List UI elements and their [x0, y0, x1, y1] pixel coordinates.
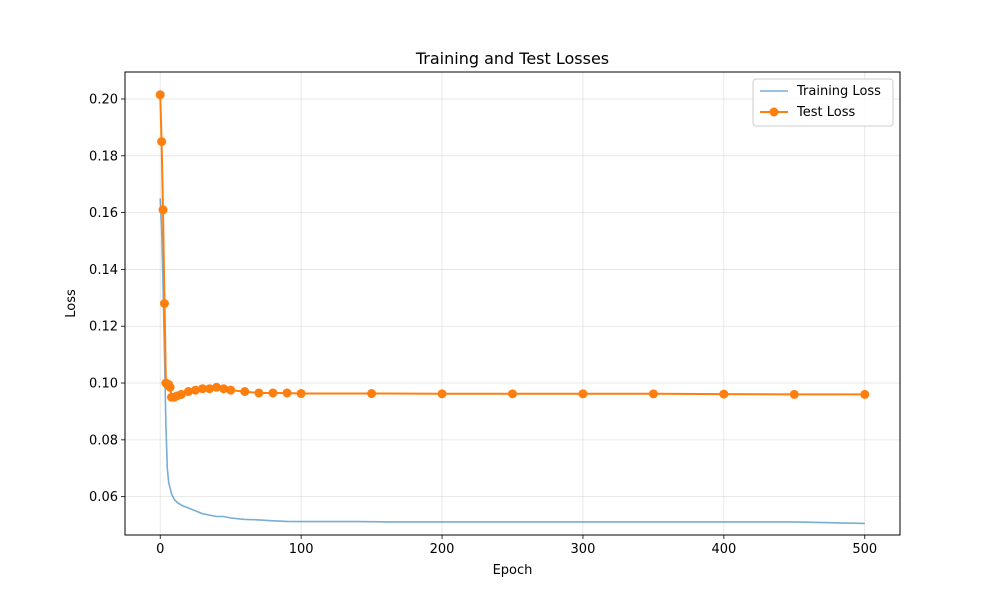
test-loss-point: [282, 388, 292, 398]
test-loss-point: [240, 387, 250, 397]
test-loss-point: [437, 389, 447, 399]
training-loss-line: [159, 198, 865, 525]
test-loss-point: [159, 299, 169, 308]
test-loss-point: [254, 388, 264, 398]
test-loss-point: [212, 382, 222, 392]
x-axis-ticks: 0 100 200 300 400 500: [156, 535, 877, 557]
y-axis-label: Loss: [64, 289, 79, 318]
test-loss-point: [190, 385, 200, 395]
test-loss-point: [789, 389, 799, 399]
y-tick-label: 0.14: [89, 263, 118, 278]
legend-training-loss-label: Training Loss: [796, 84, 881, 99]
y-tick-label: 0.10: [89, 377, 118, 392]
grid: [125, 72, 900, 535]
x-tick-label: 500: [852, 542, 877, 557]
x-tick-label: 300: [571, 542, 596, 557]
legend: Training Loss Test Loss: [752, 78, 894, 127]
y-tick-label: 0.20: [89, 92, 118, 107]
test-loss-point: [268, 388, 278, 398]
test-loss-point: [165, 382, 175, 392]
test-loss-point: [176, 389, 186, 399]
legend-test-loss-marker: [769, 107, 779, 117]
test-loss-point: [226, 385, 236, 395]
test-loss-point: [367, 389, 377, 399]
test-loss-point: [578, 389, 588, 399]
test-loss-point: [183, 387, 193, 397]
test-loss-point: [157, 137, 167, 147]
y-axis-ticks: 0.06 0.08 0.10 0.12 0.14 0.16 0.18 0.20: [89, 92, 125, 505]
y-tick-label: 0.06: [89, 490, 118, 505]
y-tick-label: 0.12: [89, 320, 118, 335]
x-tick-label: 400: [711, 542, 736, 557]
test-loss-point: [158, 205, 168, 215]
x-tick-label: 200: [430, 542, 455, 557]
test-loss-point: [219, 384, 229, 394]
y-tick-label: 0.18: [89, 149, 118, 164]
y-tick-label: 0.08: [89, 433, 118, 448]
legend-test-loss-label: Test Loss: [796, 105, 855, 120]
test-loss-point: [198, 384, 207, 394]
x-tick-label: 0: [156, 542, 164, 557]
test-loss-point: [205, 384, 215, 394]
x-axis-label: Epoch: [493, 563, 533, 578]
test-loss-point: [648, 389, 658, 399]
test-loss-point: [860, 389, 870, 399]
y-tick-label: 0.16: [89, 206, 118, 221]
x-tick-label: 100: [289, 542, 314, 557]
series-layer: [155, 90, 870, 525]
chart-title: Training and Test Losses: [415, 49, 609, 68]
plot-frame: [124, 71, 901, 536]
test-loss-point: [719, 389, 729, 399]
test-loss-point: [296, 389, 306, 399]
test-loss-point: [508, 389, 517, 399]
test-loss-point: [155, 90, 165, 100]
